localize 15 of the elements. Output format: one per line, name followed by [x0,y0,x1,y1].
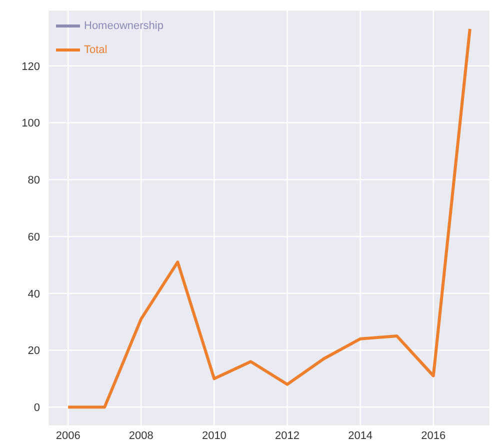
x-tick-label: 2008 [128,430,154,442]
y-tick-label: 60 [28,231,40,244]
y-tick-label: 20 [28,345,40,358]
x-tick-label: 2010 [202,430,226,442]
y-tick-label: 100 [22,118,40,130]
legend-label: Homeownership [84,20,164,32]
y-tick-label: 0 [34,402,40,414]
y-tick-label: 40 [28,288,40,300]
y-tick-label: 80 [28,174,40,187]
x-tick-label: 2006 [56,430,80,442]
x-tick-label: 2012 [275,430,300,442]
x-tick-label: 2016 [421,430,446,442]
y-tick-label: 120 [22,60,40,73]
x-tick-label: 2014 [348,430,373,442]
legend-label: Total [84,44,108,56]
